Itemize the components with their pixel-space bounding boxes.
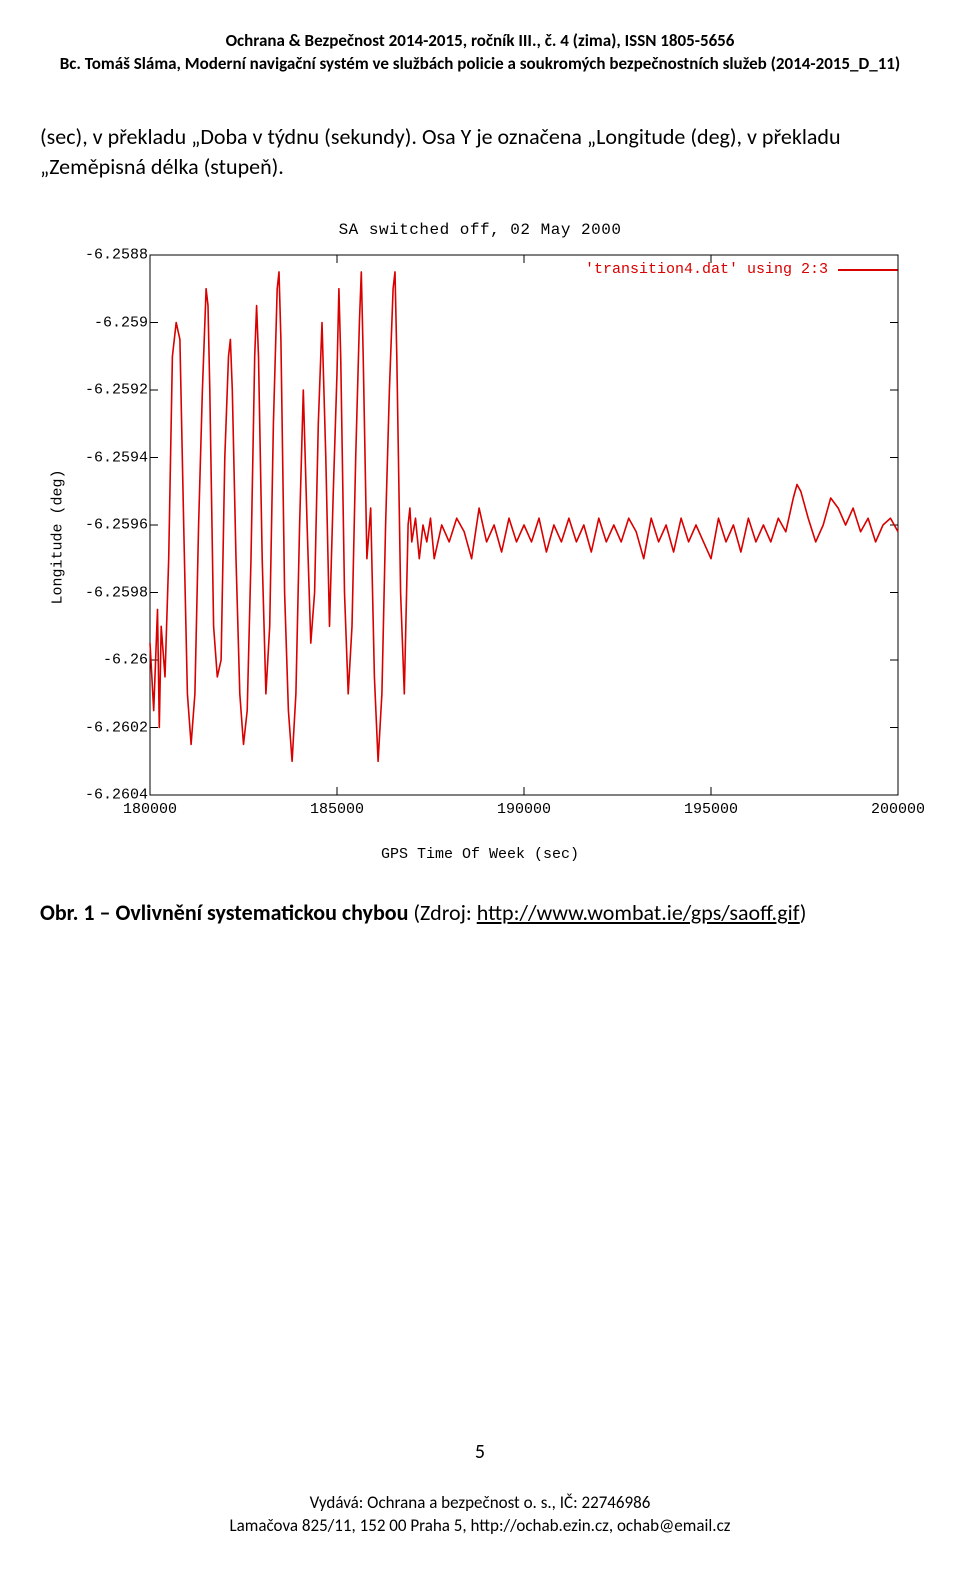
chart-y-tick-label: -6.2596 (85, 517, 148, 534)
chart-y-axis-label: Longitude (deg) (50, 470, 67, 605)
figure-caption-label: Obr. 1 – Ovlivnění systematickou chybou (40, 899, 408, 926)
header-line-2: Bc. Tomáš Sláma, Moderní navigační systé… (40, 53, 920, 76)
footer-line-2: Lamačova 825/11, 152 00 Praha 5, http://… (0, 1515, 960, 1538)
chart-x-axis-label: GPS Time Of Week (sec) (40, 846, 920, 863)
figure-caption-source-suffix: ) (800, 899, 807, 926)
chart-y-tick-label: -6.26 (103, 652, 148, 669)
figure-caption: Obr. 1 – Ovlivnění systematickou chybou … (40, 899, 920, 926)
chart-x-tick-label: 190000 (497, 801, 551, 818)
chart-y-tick-label: -6.259 (94, 314, 148, 331)
page-header: Ochrana & Bezpečnost 2014-2015, ročník I… (40, 30, 920, 76)
chart-y-tick-label: -6.2594 (85, 449, 148, 466)
chart-y-tick-label: -6.2588 (85, 247, 148, 264)
chart-y-tick-label: -6.2602 (85, 719, 148, 736)
figure-caption-source-prefix: (Zdroj: (408, 899, 476, 926)
chart-plot-area: 'transition4.dat' using 2:3 (150, 255, 898, 795)
chart-y-tick-label: -6.2598 (85, 584, 148, 601)
footer-line-1: Vydává: Ochrana a bezpečnost o. s., IČ: … (0, 1492, 960, 1515)
chart-svg (150, 255, 898, 795)
body-paragraph: (sec), v překladu „Doba v týdnu (sekundy… (40, 122, 920, 181)
chart-container: SA switched off, 02 May 2000 Longitude (… (40, 217, 920, 857)
figure-caption-link: http://www.wombat.ie/gps/saoff.gif (477, 899, 800, 926)
chart-title: SA switched off, 02 May 2000 (40, 221, 920, 239)
header-line-1: Ochrana & Bezpečnost 2014-2015, ročník I… (40, 30, 920, 53)
page-number: 5 (0, 1440, 960, 1464)
chart-x-tick-label: 180000 (123, 801, 177, 818)
page-footer: Vydává: Ochrana a bezpečnost o. s., IČ: … (0, 1492, 960, 1538)
chart-x-tick-label: 200000 (871, 801, 925, 818)
chart-y-tick-label: -6.2592 (85, 382, 148, 399)
chart-x-tick-label: 185000 (310, 801, 364, 818)
chart-x-tick-label: 195000 (684, 801, 738, 818)
